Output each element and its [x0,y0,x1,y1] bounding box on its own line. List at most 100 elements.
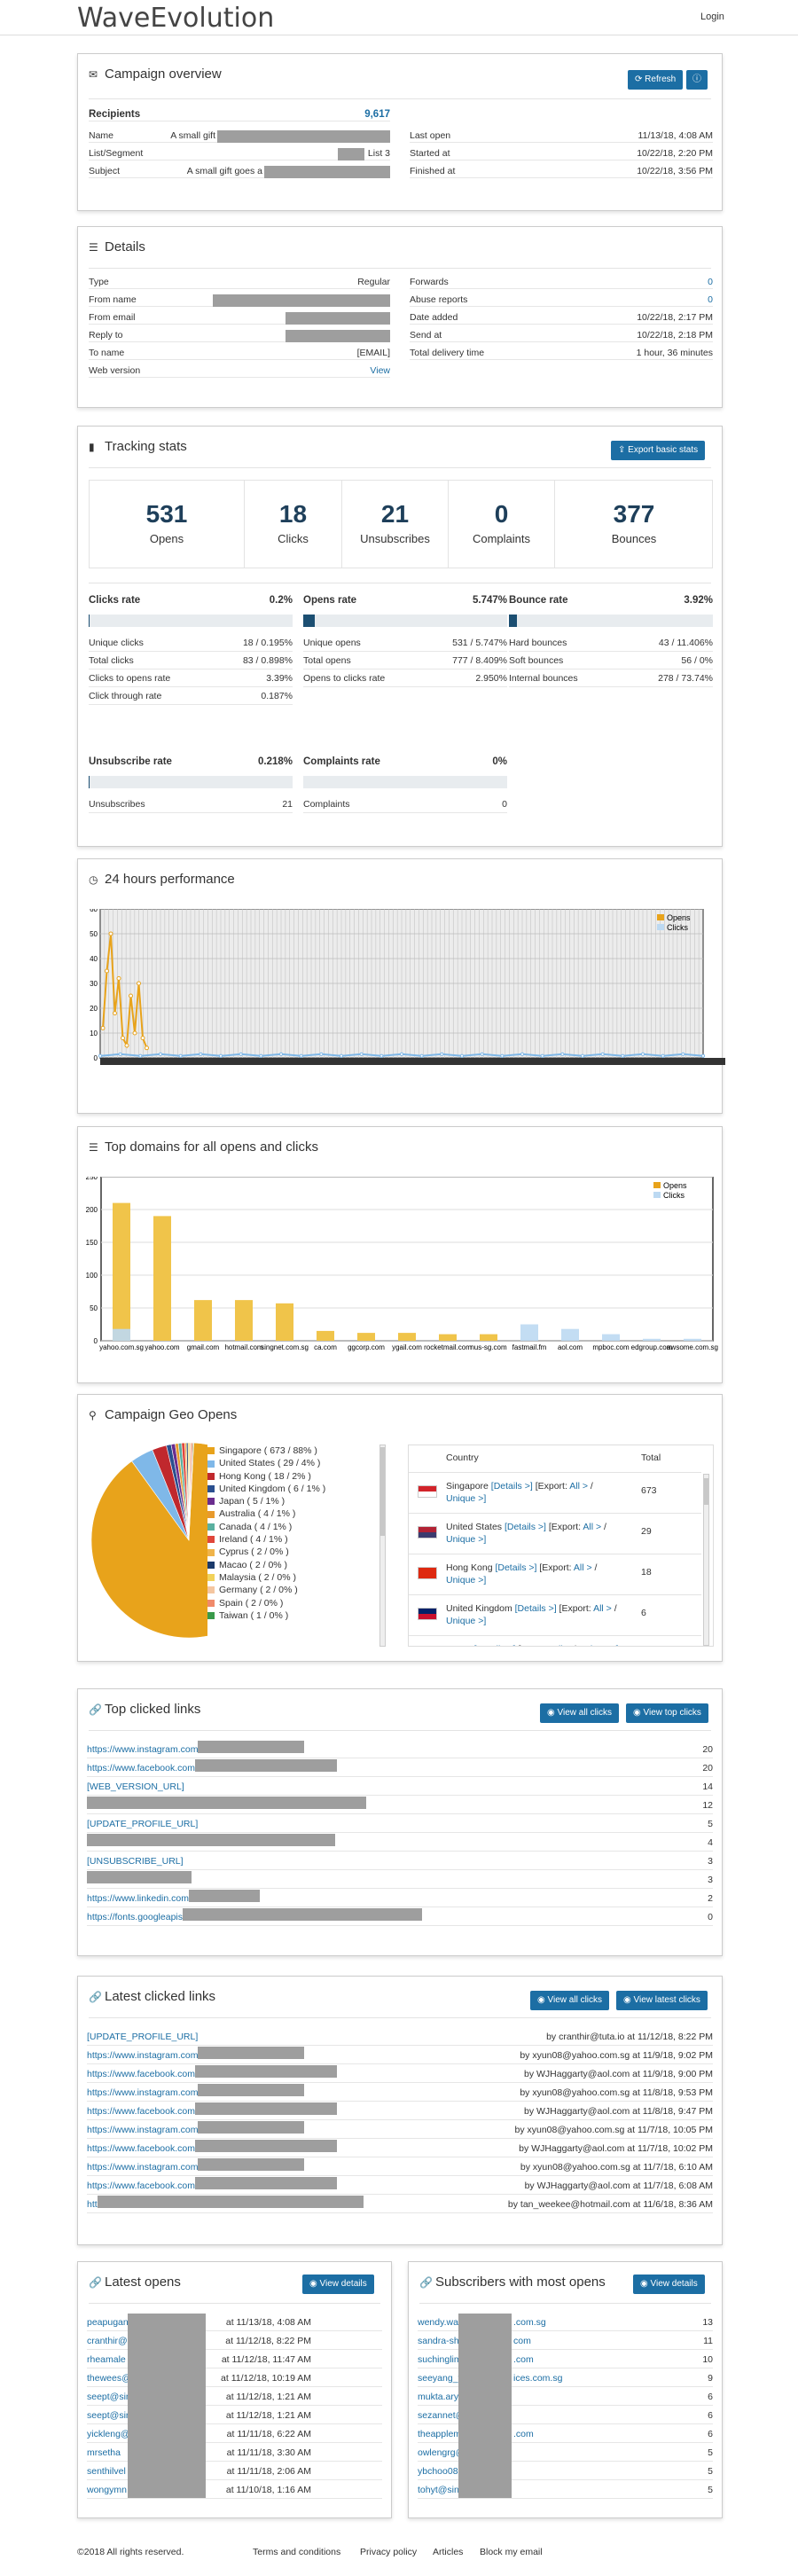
redacted-url [87,1797,366,1809]
web-version-link[interactable]: View [370,365,390,376]
name-row: Name A small gift [89,130,390,143]
redacted-url [198,2158,305,2171]
details-link[interactable]: [Details >] [495,1562,537,1573]
articles-link[interactable]: Articles [433,2547,464,2557]
link-url[interactable] [87,1834,335,1852]
x-tick: edgroup.com [631,1343,673,1351]
link-url[interactable]: https://fonts.googleapis [87,1908,422,1926]
redacted-url [194,2065,337,2078]
login-link[interactable]: Login [700,12,724,22]
y-tick: 0 [94,1054,98,1062]
details-link[interactable]: [Details >] [474,1644,516,1646]
subscriber-link[interactable]: mrsetha [87,2447,121,2458]
export-all-link[interactable]: All > [569,1481,588,1492]
view-all-clicks-button[interactable]: ◉ View all clicks [530,1991,610,2010]
subscriber-link[interactable]: rheamale [87,2354,126,2365]
link-url[interactable] [87,1797,366,1814]
panel-title: 🔗 Subscribers with most opens [419,2275,606,2290]
link-url[interactable]: https://www.instagram.com [87,2047,305,2064]
geo-total-cell: 6 [641,1608,646,1618]
link-url[interactable]: [WEB_VERSION_URL] [87,1778,184,1796]
view-all-clicks-button[interactable]: ◉ View all clicks [540,1703,620,1723]
link-url[interactable]: https://www.instagram.com [87,2121,305,2139]
subscriber-link[interactable]: sandra-sh.ch [418,2336,472,2346]
link-url[interactable] [87,1871,192,1889]
details-link[interactable]: [Details >] [504,1522,546,1532]
clicks-point [621,1053,625,1058]
legend-scrollbar[interactable] [379,1445,386,1647]
view-latest-clicks-button[interactable]: ◉ View latest clicks [616,1991,708,2010]
link-url[interactable]: https://www.facebook.com [87,2102,337,2120]
subscriber-link[interactable]: suchinglim@ [418,2354,472,2365]
info-button[interactable]: ⓘ [686,70,708,90]
table-scrollbar[interactable] [703,1474,709,1646]
link-url[interactable]: https://www.facebook.com [87,2177,337,2195]
panel-title: ☰ Details [89,239,145,254]
view-details-button[interactable]: ◉ View details [302,2275,374,2294]
link-url[interactable]: https://www.instagram.com [87,2084,305,2102]
latest-link-row: https://www.instagram.com by xyun08@yahoo… [87,2047,713,2064]
link-url[interactable]: [UNSUBSCRIBE_URL] [87,1852,184,1870]
link-url[interactable]: https://www.facebook.com [87,2140,337,2157]
finished-row: Finished at 10/22/18, 3:56 PM [410,166,713,178]
details-link[interactable]: [Details >] [514,1603,557,1614]
open-count: 6 [708,2392,713,2402]
clicks-bar [602,1334,620,1341]
subscriber-link-suffix[interactable]: .com.sg [513,2317,546,2328]
subscriber-link-suffix[interactable]: .com [513,2429,534,2439]
subscriber-link[interactable]: theapplemar [418,2429,470,2439]
block-email-link[interactable]: Block my email [480,2547,543,2557]
subscriber-link[interactable]: wongymn [87,2485,127,2495]
clicks-point [440,1052,444,1056]
subscriber-link[interactable]: cranthir@ [87,2336,128,2346]
export-all-link[interactable]: All > [552,1644,571,1646]
latest-open-row: thewees@ at 11/12/18, 10:19 AM [87,2369,382,2387]
subscriber-link-suffix[interactable]: .com [513,2354,534,2365]
export-unique-link[interactable]: Unique >] [446,1575,487,1586]
subscriber-link[interactable]: sezannet@y [418,2410,470,2421]
subscriber-link[interactable]: yickleng@ [87,2429,130,2439]
refresh-button[interactable]: ⟳ Refresh [628,70,684,90]
redacted-url [198,2121,305,2134]
details-link[interactable]: [Details >] [490,1481,533,1492]
export-unique-link[interactable]: Unique >] [446,1616,487,1626]
link-url[interactable]: https://www.instagram.com [87,2158,305,2176]
link-url[interactable]: [UPDATE_PROFILE_URL] [87,1815,198,1833]
link-url[interactable]: htt [87,2196,364,2213]
link-url[interactable]: [UPDATE_PROFILE_URL] [87,2028,198,2046]
export-all-link[interactable]: All > [593,1603,612,1614]
subscriber-link[interactable]: thewees@ [87,2373,131,2384]
link-url[interactable]: https://www.facebook.com [87,1759,337,1777]
eye-icon: ◉ [640,2279,651,2289]
subscriber-link[interactable]: senthilvel [87,2466,126,2477]
subscriber-link[interactable]: wendy.wang [418,2317,469,2328]
export-unique-link[interactable]: Unique >] [446,1534,487,1545]
export-unique-link[interactable]: Unique >] [578,1644,618,1646]
x-tick: yahoo.com [145,1343,179,1351]
view-details-button[interactable]: ◉ View details [633,2275,705,2294]
view-top-clicks-button[interactable]: ◉ View top clicks [626,1703,708,1723]
privacy-link[interactable]: Privacy policy [360,2547,418,2557]
subscriber-link[interactable]: seept@sin [87,2410,131,2421]
subscriber-link[interactable]: owlengrg@y [418,2447,470,2458]
subscriber-link[interactable]: peapugan [87,2317,129,2328]
link-url[interactable]: https://www.linkedin.com [87,1890,260,1907]
logo[interactable]: WaveEvolution [77,3,275,34]
link-url[interactable]: https://www.facebook.com [87,2065,337,2083]
subscriber-link-suffix[interactable]: com [513,2336,531,2346]
subscriber-link-suffix[interactable]: ices.com.sg [513,2373,563,2384]
export-unique-link[interactable]: Unique >] [446,1493,487,1504]
export-all-link[interactable]: All > [573,1562,592,1573]
subscriber-link[interactable]: seeyang_foo [418,2373,472,2384]
rate-row-label: Clicks to opens rate [89,673,171,684]
rate-row: Complaints 0 [303,795,507,813]
export-stats-button[interactable]: ⇪ Export basic stats [611,441,706,460]
export-all-link[interactable]: All > [583,1522,602,1532]
subscriber-link[interactable]: seept@sin [87,2392,131,2402]
link-url[interactable]: https://www.instagram.com [87,1741,305,1758]
terms-link[interactable]: Terms and conditions [253,2547,341,2557]
open-time: at 11/10/18, 1:16 AM [225,2485,311,2495]
link-url-text: https://www.instagram.com [87,2125,199,2135]
opens-point [129,993,133,998]
subscriber-link[interactable]: tohyt@singn [418,2485,470,2495]
